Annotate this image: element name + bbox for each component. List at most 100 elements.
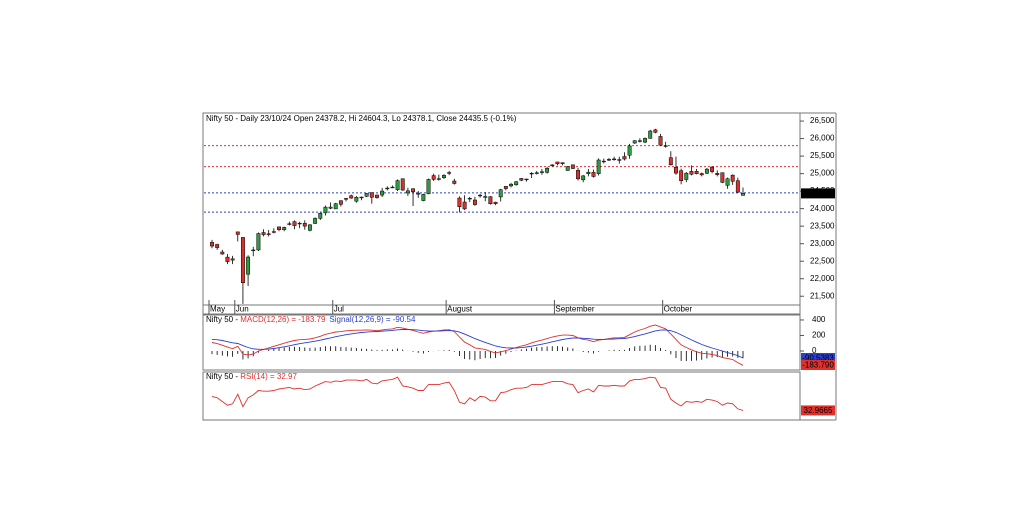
candle-body bbox=[514, 181, 519, 186]
candle-body bbox=[637, 140, 642, 142]
candle-body bbox=[400, 178, 405, 191]
candle-body bbox=[462, 201, 467, 210]
candle-body bbox=[565, 166, 570, 171]
series-line bbox=[211, 376, 744, 411]
candle-body bbox=[710, 166, 715, 172]
y-tick-label: 22,500 bbox=[810, 256, 835, 265]
legend-entry: MACD(12,26) = -183.79 bbox=[240, 315, 326, 324]
candle-body bbox=[668, 157, 673, 166]
candle-body bbox=[653, 129, 658, 133]
y-tick-label: 23,000 bbox=[810, 239, 835, 248]
macd-prefix: Nifty 50 - bbox=[206, 315, 240, 324]
candle-body bbox=[648, 130, 653, 139]
candle-body bbox=[570, 164, 575, 169]
y-tick-label: 21,500 bbox=[810, 291, 835, 300]
x-tick-label: August bbox=[447, 305, 473, 314]
candle-body bbox=[483, 196, 488, 198]
candle-body bbox=[720, 172, 725, 183]
candle-body bbox=[442, 175, 446, 178]
candle-body bbox=[220, 251, 225, 255]
candle-body bbox=[699, 173, 704, 176]
candle-body bbox=[313, 218, 318, 224]
candle-body bbox=[539, 171, 544, 173]
candle-body bbox=[730, 174, 735, 182]
candle-body bbox=[545, 168, 550, 173]
series-line bbox=[211, 324, 744, 366]
candle-body bbox=[256, 233, 261, 251]
candle-body bbox=[643, 138, 647, 143]
candle-body bbox=[436, 178, 441, 180]
candle-body bbox=[601, 160, 606, 163]
candle-body bbox=[333, 203, 338, 210]
candle-body bbox=[390, 186, 395, 189]
candle-body bbox=[292, 221, 297, 226]
macd-title: Nifty 50 - MACD(12,26) = -183.79 Signal(1… bbox=[206, 315, 416, 324]
candle-body bbox=[338, 200, 343, 205]
candle-body bbox=[344, 198, 348, 200]
candle-body bbox=[534, 172, 539, 174]
candle-body bbox=[380, 190, 385, 196]
value-tag: 32.9665 bbox=[804, 406, 833, 415]
candle-body bbox=[735, 180, 740, 193]
value-tag-box bbox=[801, 360, 835, 370]
candle-body bbox=[302, 222, 307, 227]
value-tag: -90.5383 bbox=[802, 354, 834, 363]
value-tag-box bbox=[801, 405, 835, 416]
candle-body bbox=[524, 178, 529, 181]
y-tick-label: 25,500 bbox=[810, 151, 835, 160]
candle-body bbox=[385, 187, 390, 190]
y-tick-label: 200 bbox=[812, 331, 826, 340]
candle-body bbox=[210, 242, 214, 247]
candle-body bbox=[235, 231, 240, 235]
candle-body bbox=[679, 170, 684, 182]
x-tick-label: May bbox=[210, 305, 225, 314]
candle-body bbox=[694, 171, 699, 174]
candle-body bbox=[230, 258, 235, 261]
candle-body bbox=[246, 256, 251, 275]
candle-body bbox=[612, 158, 617, 160]
candle-body bbox=[596, 159, 601, 174]
candle-body bbox=[421, 194, 426, 201]
candle-body bbox=[354, 197, 359, 202]
candle-body bbox=[689, 171, 694, 175]
candle-body bbox=[704, 168, 709, 174]
candle-body bbox=[411, 188, 416, 193]
value-tag: -183.790 bbox=[802, 361, 834, 370]
candle-body bbox=[251, 249, 256, 252]
y-tick-label: 22,000 bbox=[810, 274, 835, 283]
y-tick-label: 24,000 bbox=[810, 204, 835, 213]
candle-body bbox=[519, 178, 524, 181]
candle-body bbox=[663, 145, 668, 147]
candle-body bbox=[472, 199, 477, 205]
series-line bbox=[211, 328, 744, 359]
candle-body bbox=[586, 171, 591, 174]
candle-body bbox=[555, 161, 560, 165]
y-tick-label: 25,000 bbox=[810, 169, 835, 178]
candle-body bbox=[375, 194, 379, 198]
y-tick-label: 26,000 bbox=[810, 134, 835, 143]
candle-body bbox=[349, 195, 354, 199]
candle-body bbox=[297, 222, 302, 225]
candle-body bbox=[617, 159, 622, 161]
candle-body bbox=[529, 172, 534, 175]
candle-body bbox=[271, 231, 276, 233]
value-tag-box bbox=[801, 353, 835, 364]
candle-body bbox=[560, 162, 565, 165]
candle-body bbox=[498, 189, 503, 198]
candle-body bbox=[591, 172, 596, 177]
x-tick-label: Jun bbox=[236, 305, 249, 314]
candle-body bbox=[715, 173, 720, 175]
date-strip bbox=[202, 304, 801, 315]
candle-body bbox=[658, 136, 663, 146]
candle-body bbox=[725, 178, 730, 186]
candle-body bbox=[493, 201, 498, 204]
candle-body bbox=[674, 167, 678, 174]
candle-body bbox=[452, 180, 457, 184]
x-tick-label: September bbox=[555, 305, 594, 314]
candle-body bbox=[741, 193, 745, 196]
chart-title: Nifty 50 - Daily 23/10/24 Open 24378.2, … bbox=[206, 114, 517, 123]
candle-body bbox=[503, 186, 508, 189]
x-tick-label: Jul bbox=[334, 305, 344, 314]
y-tick-label: 0 bbox=[812, 346, 817, 355]
